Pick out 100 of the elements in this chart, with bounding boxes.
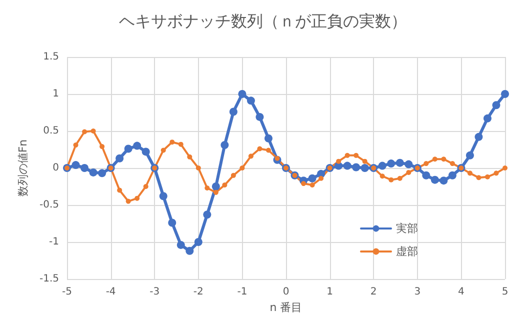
point [387, 160, 396, 168]
x-tick-label: 4 [458, 286, 464, 298]
point [432, 156, 438, 162]
point [474, 132, 483, 141]
x-tick-label: 1 [326, 286, 333, 298]
point [354, 152, 359, 158]
point [82, 129, 88, 134]
point [126, 198, 131, 204]
point [264, 134, 272, 142]
point [466, 151, 474, 160]
x-tick-label: -3 [150, 286, 160, 298]
point [336, 158, 342, 164]
point [220, 141, 229, 150]
point [257, 146, 262, 152]
point [203, 210, 212, 219]
point [117, 188, 122, 193]
point [406, 170, 412, 175]
point [360, 164, 369, 172]
point [170, 140, 175, 145]
point [301, 181, 306, 186]
point [178, 142, 184, 147]
point [378, 162, 386, 170]
point [196, 166, 201, 170]
point [187, 154, 192, 160]
chart-title: ヘキサボナッチ数列（ｎが正負の実数） [119, 12, 407, 30]
point [98, 169, 106, 178]
point [238, 90, 246, 98]
y-tick-label: 1 [52, 88, 59, 100]
point [229, 108, 238, 116]
point [483, 114, 492, 122]
point [89, 168, 98, 176]
point [72, 161, 80, 170]
point [176, 240, 185, 249]
point [213, 190, 218, 195]
point [248, 154, 254, 159]
point [441, 156, 446, 162]
point [240, 166, 245, 170]
point [422, 171, 430, 180]
point [222, 182, 228, 188]
legend-label: 虚部 [396, 245, 418, 258]
y-axis-title: 数列の値Fn [16, 139, 30, 197]
point [502, 166, 508, 170]
point [160, 148, 166, 153]
point [448, 171, 456, 180]
point [450, 161, 455, 166]
y-tick-label: -1.5 [39, 274, 59, 284]
x-tick-label: 2 [370, 286, 377, 298]
x-tick-label: 5 [502, 286, 508, 298]
point [388, 177, 394, 182]
point [494, 170, 499, 176]
point [501, 90, 509, 98]
x-tick-label: -1 [237, 286, 248, 298]
point [310, 182, 315, 188]
point [476, 175, 482, 180]
point [344, 152, 350, 158]
point [404, 160, 413, 168]
point [274, 156, 280, 161]
point [100, 144, 105, 150]
point [230, 172, 236, 178]
y-tick-label: 0.5 [43, 126, 59, 136]
x-tick-label: -5 [62, 286, 72, 298]
point [116, 154, 124, 162]
point [168, 218, 176, 227]
point [343, 162, 352, 170]
point [194, 238, 202, 246]
y-tick-label: -1 [49, 236, 59, 248]
point [204, 185, 210, 190]
y-tick-label: 0 [52, 162, 59, 174]
point [440, 176, 448, 185]
point [142, 148, 150, 156]
point [256, 112, 264, 121]
point [80, 164, 89, 172]
point [397, 176, 402, 181]
point [318, 176, 324, 181]
y-tick-label: 1.5 [43, 52, 59, 62]
point [134, 196, 140, 201]
point [90, 128, 96, 134]
point [133, 142, 142, 150]
point [380, 174, 385, 179]
point [308, 174, 316, 182]
x-tick-label: -2 [193, 286, 204, 298]
x-tick-label: 3 [414, 286, 421, 298]
point [246, 96, 255, 105]
point [266, 148, 271, 153]
point [424, 161, 429, 166]
point [467, 170, 472, 176]
point [159, 192, 168, 200]
x-axis-title: n 番目 [270, 300, 302, 314]
point [124, 144, 132, 153]
point [186, 246, 194, 255]
point [430, 176, 439, 184]
point [143, 184, 148, 189]
x-tick-label: -4 [106, 286, 116, 298]
point [352, 163, 360, 172]
point [492, 101, 500, 110]
point [484, 174, 490, 180]
y-tick-label: -0.5 [39, 200, 59, 210]
point [212, 182, 220, 190]
legend-label: 実部 [396, 222, 418, 235]
point [362, 158, 368, 164]
